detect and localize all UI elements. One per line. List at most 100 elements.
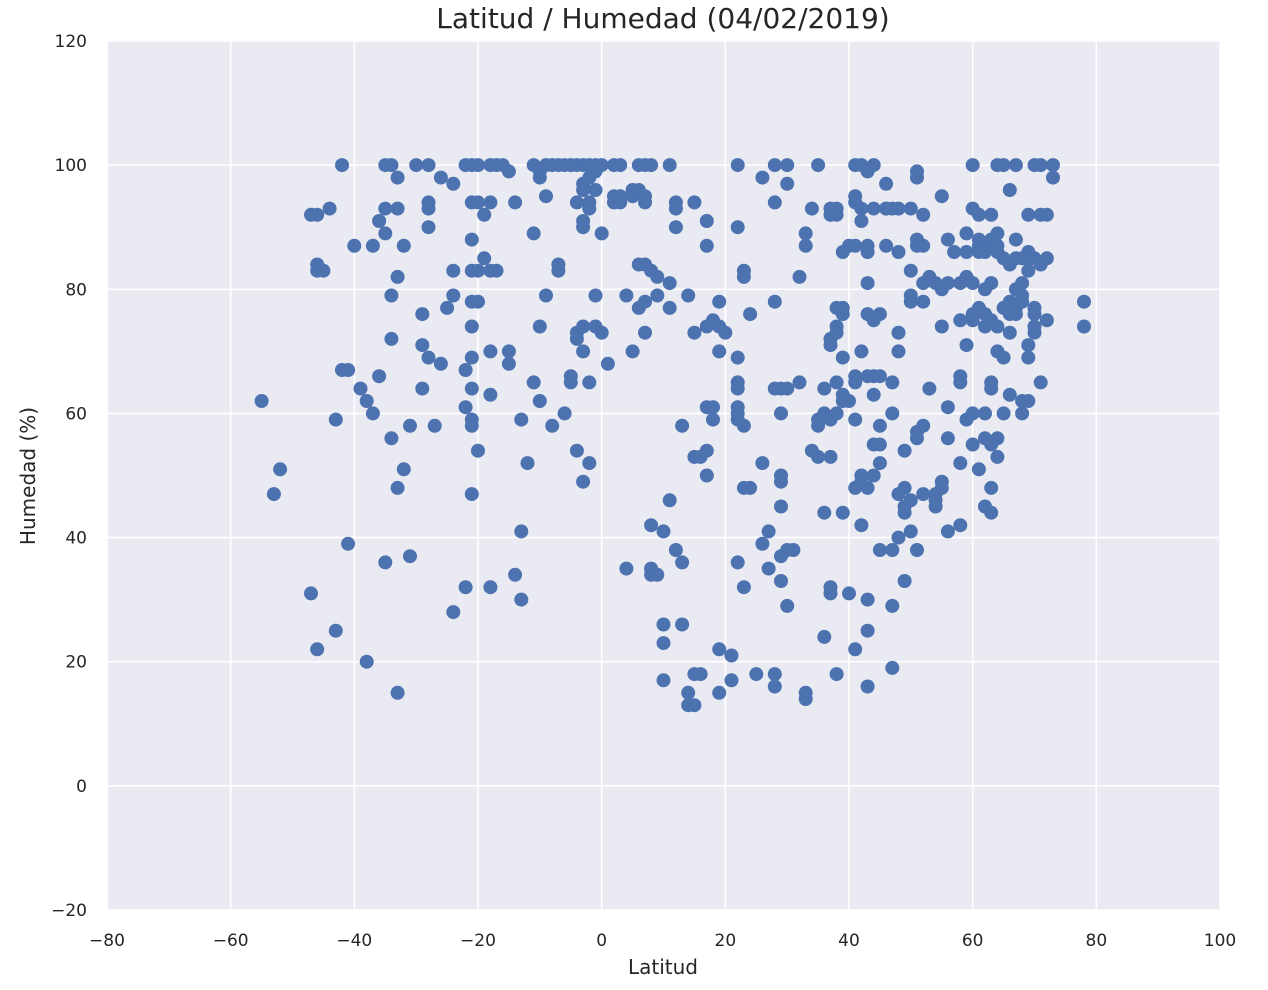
- scatter-point: [569, 443, 584, 458]
- scatter-point: [755, 536, 770, 551]
- scatter-point: [885, 406, 900, 421]
- scatter-point: [953, 313, 968, 328]
- scatter-point: [477, 251, 492, 266]
- scatter-point: [724, 673, 739, 688]
- scatter-point: [984, 381, 999, 396]
- scatter-point: [1039, 207, 1054, 222]
- scatter-point: [359, 654, 374, 669]
- scatter-point: [829, 207, 844, 222]
- scatter-point: [792, 375, 807, 390]
- scatter-point: [508, 195, 523, 210]
- scatter-point: [1077, 319, 1091, 334]
- scatter-point: [730, 350, 745, 365]
- scatter-point: [730, 220, 745, 235]
- scatter-point: [978, 245, 992, 259]
- scatter-point: [322, 201, 337, 216]
- scatter-point: [1021, 350, 1036, 365]
- scatter-point: [953, 456, 968, 471]
- scatter-point: [699, 468, 714, 483]
- scatter-point: [910, 431, 924, 446]
- scatter-point: [471, 294, 485, 309]
- scatter-point: [421, 201, 436, 216]
- y-tick-label: 20: [65, 653, 87, 673]
- x-tick-label: −40: [336, 931, 372, 951]
- y-tick-label: −20: [51, 901, 87, 921]
- scatter-point: [996, 350, 1011, 365]
- scatter-point: [866, 201, 881, 216]
- scatter-point: [940, 276, 955, 291]
- scatter-point: [1027, 325, 1042, 340]
- scatter-point: [755, 456, 770, 471]
- scatter-point: [446, 288, 461, 303]
- y-tick-label: 40: [65, 529, 87, 549]
- scatter-point: [501, 356, 516, 371]
- x-tick-label: −60: [213, 931, 249, 951]
- x-tick-label: 80: [1086, 931, 1108, 951]
- scatter-point: [780, 176, 795, 191]
- scatter-point: [1077, 294, 1091, 309]
- scatter-point: [687, 325, 702, 340]
- scatter-point: [817, 629, 832, 644]
- scatter-point: [934, 319, 949, 334]
- scatter-point: [1046, 158, 1060, 173]
- scatter-point: [687, 195, 702, 210]
- scatter-point: [464, 350, 479, 365]
- scatter-point: [1002, 325, 1017, 340]
- scatter-point: [421, 220, 436, 235]
- scatter-point: [489, 263, 504, 278]
- scatter-point: [619, 288, 634, 303]
- scatter-point: [1039, 251, 1054, 266]
- scatter-point: [774, 474, 788, 489]
- scatter-point: [316, 263, 331, 278]
- scatter-point: [971, 207, 986, 222]
- scatter-point: [755, 170, 770, 185]
- scatter-point: [1033, 158, 1048, 173]
- scatter-point: [328, 412, 343, 427]
- scatter-point: [860, 480, 875, 495]
- scatter-point: [625, 344, 640, 359]
- scatter-point: [879, 238, 894, 253]
- scatter-point: [619, 561, 634, 576]
- scatter-point: [916, 487, 931, 502]
- scatter-point: [1002, 183, 1017, 197]
- y-tick-label: 120: [55, 32, 87, 52]
- scatter-point: [984, 276, 999, 291]
- scatter-point: [483, 387, 498, 402]
- scatter-point: [1002, 387, 1017, 402]
- scatter-point: [1027, 307, 1042, 322]
- scatter-point: [996, 158, 1011, 173]
- scatter-point: [823, 580, 838, 595]
- scatter-point: [576, 214, 591, 228]
- scatter-point: [675, 418, 690, 433]
- scatter-point: [483, 580, 498, 595]
- scatter-point: [860, 679, 875, 694]
- scatter-point: [384, 331, 399, 346]
- scatter-point: [514, 592, 529, 607]
- scatter-point: [520, 456, 535, 471]
- scatter-point: [644, 158, 659, 173]
- scatter-point: [990, 449, 1005, 464]
- scatter-point: [668, 220, 683, 235]
- scatter-point: [934, 189, 949, 204]
- scatter-point: [996, 406, 1011, 421]
- scatter-point: [594, 226, 609, 241]
- scatter-point: [471, 263, 485, 278]
- scatter-point: [922, 381, 937, 396]
- scatter-point: [699, 214, 714, 228]
- scatter-point: [668, 543, 683, 557]
- scatter-point: [532, 319, 547, 334]
- scatter-point: [681, 685, 696, 700]
- scatter-point: [885, 543, 900, 557]
- scatter-point: [736, 418, 751, 433]
- scatter-point: [780, 598, 795, 613]
- scatter-point: [743, 307, 758, 322]
- scatter-point: [854, 344, 869, 359]
- scatter-point: [910, 543, 924, 557]
- scatter-point: [310, 207, 325, 222]
- scatter-point: [891, 344, 906, 359]
- scatter-point: [687, 698, 702, 713]
- scatter-point: [829, 375, 844, 390]
- scatter-point: [693, 667, 708, 682]
- scatter-point: [965, 276, 980, 291]
- scatter-point: [1015, 294, 1030, 309]
